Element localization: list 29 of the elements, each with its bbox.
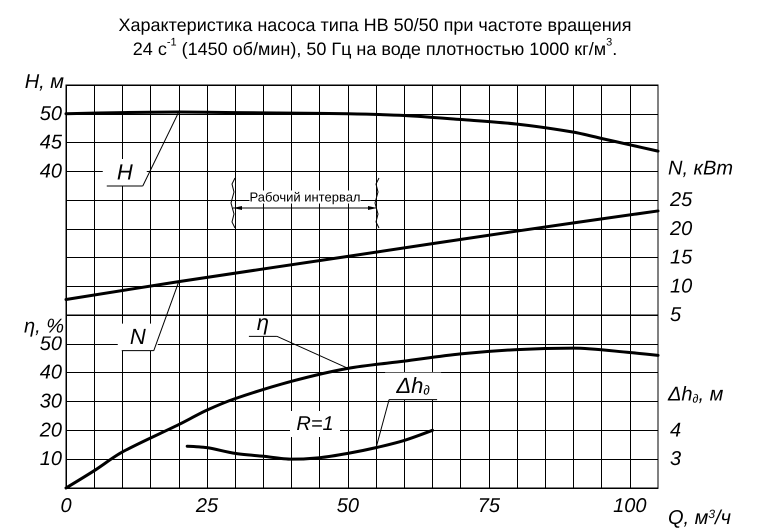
y-tick-label: 40 xyxy=(40,362,62,384)
y-tick-label: 45 xyxy=(40,132,63,154)
x-tick-label: 25 xyxy=(194,495,219,517)
y-tick-label: 20 xyxy=(38,419,62,442)
text: η xyxy=(256,310,270,335)
series-label: Δh∂ xyxy=(395,373,430,398)
y-axis-title: H, м xyxy=(24,71,64,94)
y2-tick-label: 15 xyxy=(670,246,694,268)
text: H xyxy=(116,160,133,185)
y-tick-label: 10 xyxy=(40,448,62,470)
y2-axis-title: N, кВт xyxy=(668,157,733,180)
y-tick-label: 30 xyxy=(40,390,62,412)
y2-axis-title: Δh∂, м xyxy=(667,383,724,406)
x-tick-label: 0 xyxy=(60,495,72,517)
x-tick-label: 75 xyxy=(478,495,501,517)
annotation: R=1 xyxy=(296,413,334,435)
y-tick-label: 40 xyxy=(40,160,62,182)
x-tick-label: 50 xyxy=(336,495,360,517)
y-tick-label: 50 xyxy=(40,102,62,125)
y-axis-title: η, % xyxy=(24,316,64,338)
y2-tick-label: 4 xyxy=(670,419,682,442)
y2-tick-label: 5 xyxy=(670,304,682,326)
x-tick-label: 100 xyxy=(613,495,646,517)
series-label: N xyxy=(130,324,146,350)
y2-tick-label: 25 xyxy=(669,189,694,211)
y2-tick-label: 20 xyxy=(669,218,692,240)
y2-tick-label: 3 xyxy=(670,448,682,470)
y2-tick-label: 10 xyxy=(670,275,692,298)
annotation: Рабочий интервал xyxy=(249,190,361,204)
